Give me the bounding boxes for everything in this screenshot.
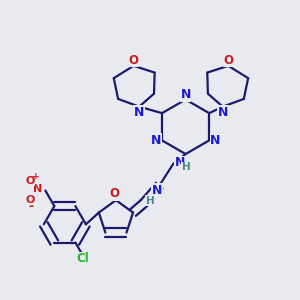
Text: O: O <box>25 195 34 206</box>
Text: O: O <box>223 54 233 67</box>
Text: Cl: Cl <box>76 252 89 266</box>
Text: N: N <box>210 134 220 147</box>
Text: N: N <box>175 156 185 169</box>
Text: N: N <box>180 88 191 101</box>
Text: H: H <box>182 162 190 172</box>
Text: +: + <box>32 172 39 182</box>
Text: -: - <box>29 200 34 213</box>
Text: N: N <box>33 184 42 194</box>
Text: N: N <box>151 134 161 147</box>
Text: O: O <box>25 176 34 186</box>
Text: N: N <box>134 106 144 119</box>
Text: O: O <box>110 188 119 200</box>
Text: H: H <box>146 196 154 206</box>
Text: N: N <box>152 184 162 197</box>
Text: N: N <box>218 106 228 119</box>
Text: O: O <box>129 54 139 67</box>
